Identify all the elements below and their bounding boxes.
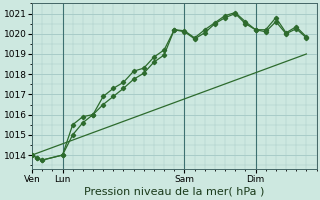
X-axis label: Pression niveau de la mer( hPa ): Pression niveau de la mer( hPa ) (84, 187, 264, 197)
